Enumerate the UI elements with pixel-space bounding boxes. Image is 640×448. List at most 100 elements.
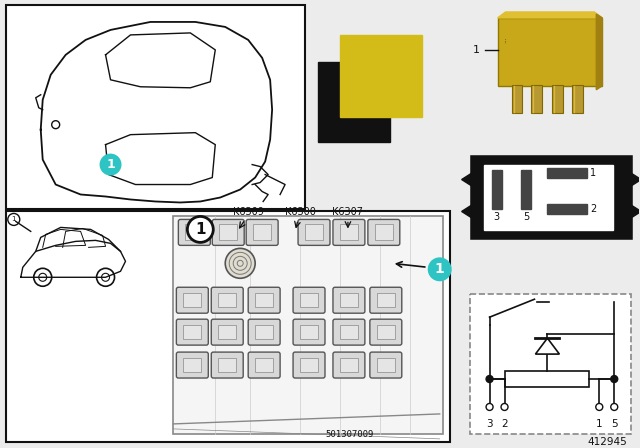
Bar: [572, 85, 583, 113]
Bar: [183, 293, 202, 307]
Bar: [220, 224, 237, 241]
Polygon shape: [596, 14, 602, 90]
Text: 3: 3: [493, 212, 500, 223]
Text: 1: 1: [106, 158, 115, 171]
Circle shape: [34, 268, 52, 286]
Bar: [300, 358, 318, 372]
FancyBboxPatch shape: [333, 220, 365, 246]
Text: 1: 1: [195, 222, 205, 237]
Bar: [6, 5, 305, 210]
Bar: [377, 293, 395, 307]
FancyBboxPatch shape: [298, 220, 330, 246]
Bar: [6, 211, 450, 442]
FancyBboxPatch shape: [293, 352, 325, 378]
Polygon shape: [461, 204, 472, 219]
Bar: [531, 85, 543, 113]
Circle shape: [428, 257, 452, 281]
Text: K6307: K6307: [332, 207, 364, 217]
Text: K6300: K6300: [285, 207, 316, 217]
FancyBboxPatch shape: [248, 319, 280, 345]
FancyBboxPatch shape: [177, 352, 208, 378]
Circle shape: [188, 216, 213, 242]
Text: 3: 3: [486, 419, 493, 429]
Bar: [522, 169, 531, 210]
Circle shape: [97, 268, 115, 286]
Circle shape: [596, 404, 603, 410]
Circle shape: [102, 273, 109, 281]
Bar: [470, 294, 631, 434]
Circle shape: [100, 154, 122, 176]
Polygon shape: [536, 338, 559, 354]
Polygon shape: [497, 12, 602, 18]
FancyBboxPatch shape: [333, 287, 365, 313]
FancyBboxPatch shape: [293, 319, 325, 345]
FancyBboxPatch shape: [248, 352, 280, 378]
Bar: [377, 325, 395, 339]
Bar: [183, 325, 202, 339]
Circle shape: [486, 404, 493, 410]
Bar: [255, 358, 273, 372]
Bar: [472, 158, 630, 237]
Text: 2: 2: [501, 419, 508, 429]
Bar: [305, 224, 323, 241]
FancyBboxPatch shape: [368, 220, 400, 246]
FancyBboxPatch shape: [248, 287, 280, 313]
Text: 1: 1: [12, 216, 16, 223]
Bar: [186, 224, 204, 241]
FancyBboxPatch shape: [211, 352, 243, 378]
Polygon shape: [106, 133, 215, 185]
Polygon shape: [106, 33, 215, 88]
Bar: [547, 204, 588, 215]
Circle shape: [611, 404, 618, 410]
FancyBboxPatch shape: [211, 287, 243, 313]
Polygon shape: [461, 172, 472, 186]
FancyBboxPatch shape: [293, 287, 325, 313]
Circle shape: [39, 273, 47, 281]
Text: 501307009: 501307009: [326, 431, 374, 439]
Bar: [340, 325, 358, 339]
Bar: [318, 62, 390, 142]
FancyBboxPatch shape: [370, 352, 402, 378]
Bar: [340, 224, 358, 241]
Polygon shape: [630, 172, 640, 186]
Bar: [547, 168, 588, 177]
Circle shape: [52, 121, 60, 129]
FancyBboxPatch shape: [246, 220, 278, 246]
FancyBboxPatch shape: [177, 287, 208, 313]
Bar: [253, 224, 271, 241]
Bar: [340, 293, 358, 307]
Text: ...: ...: [502, 37, 508, 43]
Text: 1: 1: [472, 45, 479, 55]
FancyBboxPatch shape: [370, 287, 402, 313]
Bar: [218, 325, 236, 339]
Bar: [300, 293, 318, 307]
Text: 5: 5: [524, 212, 529, 223]
Bar: [173, 216, 443, 434]
Bar: [504, 371, 589, 387]
Circle shape: [486, 375, 493, 383]
FancyBboxPatch shape: [212, 220, 244, 246]
Text: 5: 5: [611, 419, 618, 429]
Bar: [511, 85, 522, 113]
Bar: [183, 358, 202, 372]
Circle shape: [611, 375, 618, 383]
Bar: [492, 169, 502, 210]
FancyBboxPatch shape: [370, 319, 402, 345]
Bar: [377, 358, 395, 372]
Text: 412945: 412945: [588, 437, 627, 447]
Polygon shape: [630, 204, 640, 219]
Text: K6309: K6309: [233, 207, 264, 217]
Bar: [497, 18, 602, 86]
FancyBboxPatch shape: [211, 319, 243, 345]
Text: 1: 1: [435, 263, 445, 276]
Text: 1: 1: [596, 419, 603, 429]
Circle shape: [225, 248, 255, 278]
FancyBboxPatch shape: [179, 220, 211, 246]
Text: 1: 1: [590, 168, 596, 177]
Bar: [218, 358, 236, 372]
Text: 2: 2: [590, 204, 596, 215]
Bar: [375, 224, 393, 241]
Bar: [484, 164, 613, 230]
Bar: [300, 325, 318, 339]
Bar: [218, 293, 236, 307]
